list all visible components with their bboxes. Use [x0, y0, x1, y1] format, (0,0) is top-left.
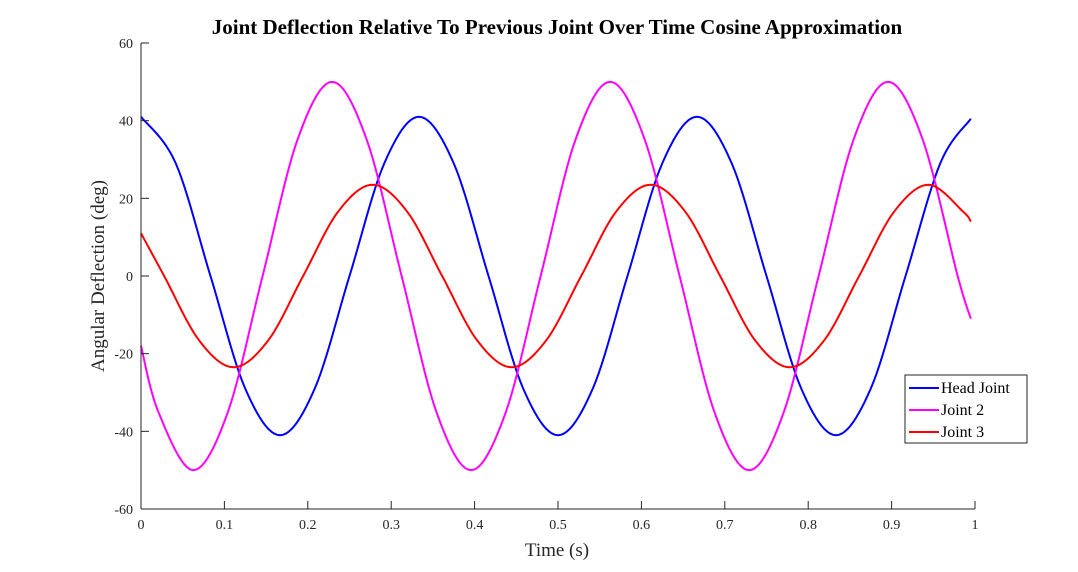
x-tick-label: 0.7 — [716, 518, 734, 533]
x-tick-label: 0 — [138, 518, 145, 533]
y-tick-label: -40 — [114, 425, 133, 440]
y-tick-label: -20 — [114, 348, 133, 363]
y-tick-label: 0 — [126, 270, 133, 285]
series-line-joint-2 — [140, 80, 972, 472]
axes: 0 0.1 0.2 0.3 0.4 0.5 0.6 0.7 0.8 0.9 1 -60 -40 -20 0 2… — [114, 37, 978, 533]
x-tick-label: 0.1 — [216, 518, 234, 533]
legend: Head Joint Joint 2 Joint 3 — [904, 374, 1028, 444]
x-tick-label: 0.3 — [382, 518, 400, 533]
legend-label: Head Joint — [941, 380, 1010, 397]
y-axis-label: Angular Deflection (deg) — [88, 180, 109, 372]
x-tick-label: 0.4 — [466, 518, 484, 533]
x-tick-label: 1 — [972, 518, 979, 533]
plot-area — [140, 80, 972, 472]
legend-label: Joint 3 — [941, 424, 984, 441]
x-tick-label: 0.9 — [883, 518, 901, 533]
x-tick-label: 0.2 — [299, 518, 317, 533]
y-tick-label: 40 — [119, 115, 133, 130]
x-tick-label: 0.6 — [633, 518, 651, 533]
y-tick-label: 20 — [119, 192, 133, 207]
y-tick-label: -60 — [114, 503, 133, 518]
x-tick-label: 0.5 — [549, 518, 567, 533]
y-tick-label: 60 — [119, 37, 133, 52]
x-tick-label: 0.8 — [799, 518, 817, 533]
chart-title: Joint Deflection Relative To Previous Jo… — [212, 15, 903, 39]
series-line-head-joint — [140, 115, 972, 437]
legend-label: Joint 2 — [941, 402, 984, 419]
x-axis-label: Time (s) — [525, 540, 589, 561]
series-line-joint-3 — [140, 183, 972, 369]
